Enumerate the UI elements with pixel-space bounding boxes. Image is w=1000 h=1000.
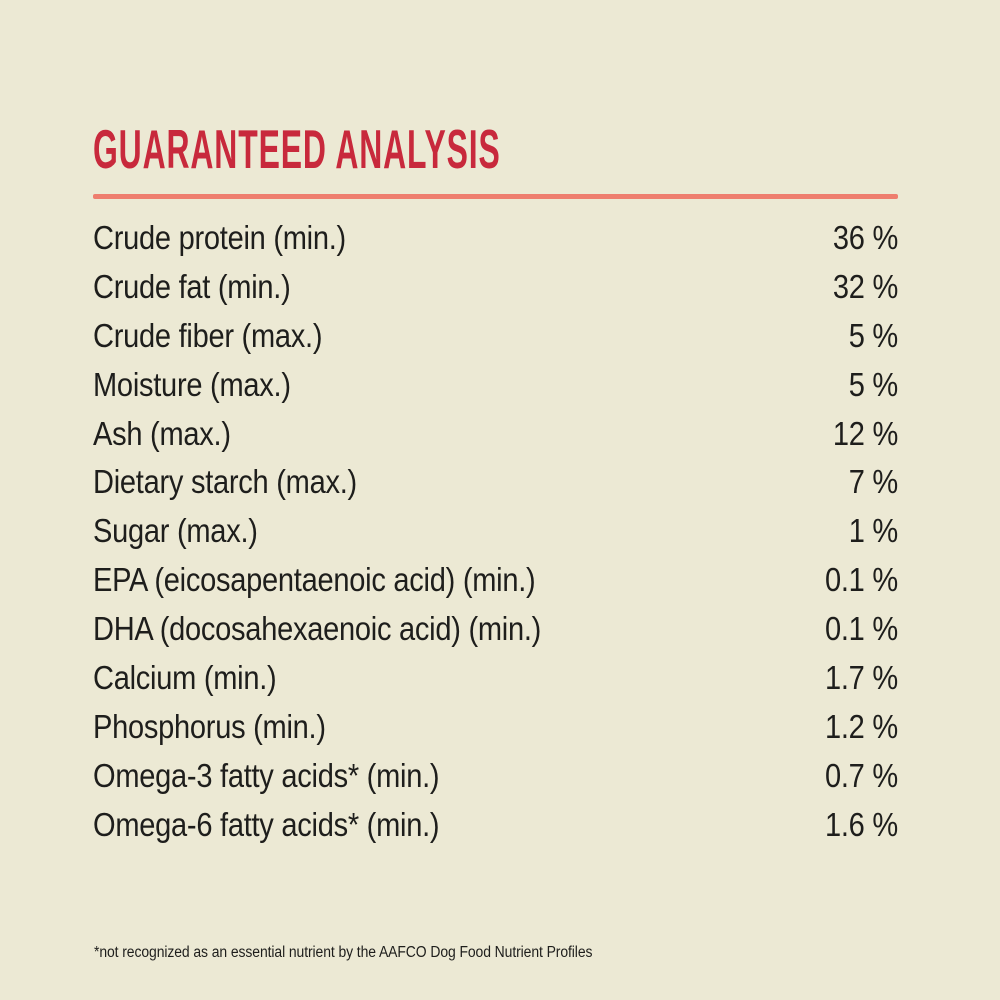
table-row: Crude fiber (max.) 5 % bbox=[93, 312, 898, 361]
table-row: DHA (docosahexaenoic acid) (min.) 0.1 % bbox=[93, 605, 898, 654]
table-row: Omega-3 fatty acids* (min.) 0.7 % bbox=[93, 752, 898, 801]
nutrient-label: Sugar (max.) bbox=[93, 512, 258, 550]
nutrient-label: Crude fat (min.) bbox=[93, 267, 291, 305]
footnote: *not recognized as an essential nutrient… bbox=[94, 944, 593, 961]
title-divider bbox=[93, 194, 898, 199]
nutrient-value: 1.6 % bbox=[825, 805, 898, 843]
table-row: Omega-6 fatty acids* (min.) 1.6 % bbox=[93, 801, 898, 850]
nutrient-label: Calcium (min.) bbox=[93, 659, 277, 697]
nutrient-table: Crude protein (min.) 36 % Crude fat (min… bbox=[93, 214, 898, 850]
nutrient-label: Crude protein (min.) bbox=[93, 219, 346, 256]
nutrient-label: Moisture (max.) bbox=[93, 365, 291, 403]
nutrient-value: 0.7 % bbox=[825, 756, 898, 794]
nutrient-value: 0.1 % bbox=[825, 610, 898, 648]
table-row: Sugar (max.) 1 % bbox=[93, 507, 898, 556]
nutrient-label: Omega-3 fatty acids* (min.) bbox=[93, 756, 440, 794]
table-row: EPA (eicosapentaenoic acid) (min.) 0.1 % bbox=[93, 556, 898, 605]
nutrient-value: 32 % bbox=[832, 267, 898, 305]
nutrient-label: Dietary starch (max.) bbox=[93, 463, 357, 501]
table-row: Calcium (min.) 1.7 % bbox=[93, 654, 898, 703]
nutrient-value: 12 % bbox=[832, 414, 898, 452]
nutrient-value: 1.2 % bbox=[825, 707, 898, 745]
nutrient-label: Crude fiber (max.) bbox=[93, 316, 323, 354]
nutrient-value: 7 % bbox=[848, 463, 899, 501]
nutrient-value: 1 % bbox=[848, 512, 899, 550]
table-row: Crude protein (min.) 36 % bbox=[93, 214, 898, 263]
nutrient-value: 0.1 % bbox=[825, 561, 898, 599]
table-row: Moisture (max.) 5 % bbox=[93, 361, 898, 410]
table-row: Phosphorus (min.) 1.2 % bbox=[93, 703, 898, 752]
nutrient-value: 36 % bbox=[832, 219, 898, 256]
nutrient-value: 5 % bbox=[848, 365, 899, 403]
nutrient-label: EPA (eicosapentaenoic acid) (min.) bbox=[93, 561, 536, 599]
nutrient-label: DHA (docosahexaenoic acid) (min.) bbox=[93, 610, 542, 648]
nutrient-value: 1.7 % bbox=[825, 659, 898, 697]
nutrient-label: Phosphorus (min.) bbox=[93, 707, 326, 745]
table-row: Ash (max.) 12 % bbox=[93, 410, 898, 459]
nutrient-label: Ash (max.) bbox=[93, 414, 231, 452]
nutrient-value: 5 % bbox=[848, 316, 899, 354]
table-row: Crude fat (min.) 32 % bbox=[93, 263, 898, 312]
nutrient-label: Omega-6 fatty acids* (min.) bbox=[93, 805, 440, 843]
table-row: Dietary starch (max.) 7 % bbox=[93, 458, 898, 507]
page-title: GUARANTEED ANALYSIS bbox=[93, 118, 501, 180]
